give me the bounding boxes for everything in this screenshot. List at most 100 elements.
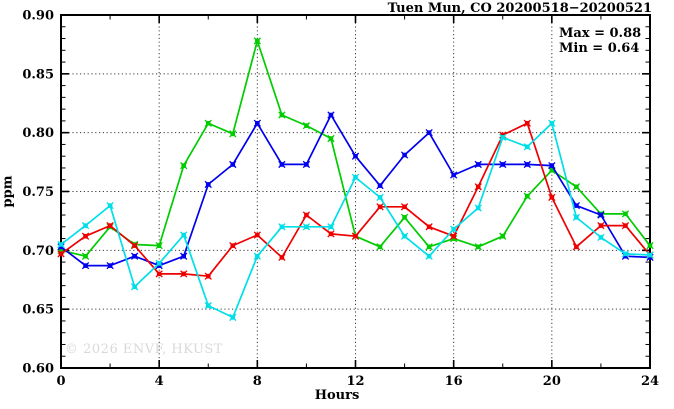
- y-tick-label: 0.90: [22, 9, 54, 24]
- series-blue-marker: [524, 162, 530, 167]
- series-cyan-marker: [426, 253, 432, 259]
- annotation-max: Max = 0.88: [559, 26, 642, 41]
- y-tick-label: 0.60: [22, 362, 54, 377]
- series-blue-marker: [377, 183, 383, 188]
- x-tick-label: 20: [543, 374, 561, 389]
- series-red-marker: [107, 223, 113, 228]
- series-blue-marker: [156, 263, 162, 268]
- series-cyan-marker: [156, 260, 162, 266]
- series-blue-marker: [279, 162, 285, 167]
- series-blue-marker: [58, 244, 64, 250]
- series-red-marker: [353, 233, 358, 239]
- series-red-marker: [402, 204, 407, 210]
- y-tick-label: 0.65: [22, 303, 54, 318]
- series-cyan-marker: [598, 235, 604, 240]
- series-cyan-marker: [549, 120, 555, 126]
- series-green-marker: [230, 131, 236, 137]
- series-green-marker: [181, 163, 187, 168]
- series-green-marker: [377, 244, 383, 250]
- series-red-marker: [623, 223, 628, 228]
- series-blue-marker: [598, 212, 604, 218]
- series-red-marker: [156, 271, 162, 277]
- x-tick-label: 12: [346, 374, 364, 389]
- series-green-marker: [426, 244, 432, 250]
- series-red-marker: [181, 271, 187, 277]
- series-blue-marker: [304, 162, 309, 167]
- y-tick-label: 0.85: [22, 67, 54, 82]
- series-red-marker: [132, 243, 137, 248]
- series-blue-marker: [500, 162, 506, 167]
- series-red-marker: [451, 233, 456, 239]
- series-red-marker: [304, 212, 309, 218]
- series-red-marker: [279, 255, 285, 260]
- series-cyan-marker: [500, 135, 506, 140]
- x-tick-label: 0: [56, 374, 65, 389]
- series-blue-marker: [328, 112, 334, 118]
- series-blue-marker: [181, 253, 187, 259]
- series-blue-marker: [451, 172, 456, 178]
- series-cyan-marker: [230, 315, 236, 320]
- series-cyan-marker: [255, 253, 260, 259]
- series-cyan-marker: [524, 144, 530, 150]
- series-red-line: [60, 122, 651, 278]
- x-tick-label: 24: [641, 374, 659, 389]
- series-cyan-marker: [353, 175, 358, 180]
- series-blue-marker: [205, 182, 211, 187]
- series-cyan-marker: [451, 226, 456, 232]
- y-axis-label: ppm: [0, 175, 16, 208]
- series-blue-marker: [107, 263, 113, 268]
- series-red-marker: [574, 244, 579, 250]
- x-tick-label: 4: [155, 374, 164, 389]
- series-blue-marker: [402, 152, 407, 158]
- series-green-marker: [500, 233, 506, 239]
- y-tick-label: 0.75: [22, 185, 54, 200]
- series-cyan-marker: [574, 215, 579, 220]
- series-blue-marker: [549, 163, 555, 168]
- series-cyan-marker: [107, 203, 113, 208]
- series-green-marker: [623, 211, 628, 217]
- series-blue-marker: [353, 153, 358, 159]
- axis-box: [60, 14, 651, 369]
- series-cyan-marker: [181, 232, 187, 238]
- series-cyan-marker: [205, 303, 211, 308]
- series-red-marker: [83, 233, 88, 239]
- watermark: © 2026 ENVF, HKUST: [65, 342, 223, 357]
- series-red-marker: [500, 132, 506, 138]
- series-cyan-marker: [58, 242, 64, 247]
- series-blue-marker: [623, 253, 628, 259]
- series-green-marker: [451, 236, 456, 241]
- x-tick-label: 8: [253, 374, 262, 389]
- series-blue-marker: [255, 120, 260, 126]
- series-green-marker: [402, 215, 407, 220]
- series-red-marker: [377, 204, 383, 210]
- series-cyan-marker: [132, 284, 137, 290]
- series-blue-marker: [132, 253, 137, 259]
- max-min-annotation: Max = 0.88 Min = 0.64: [559, 26, 641, 56]
- series-green-marker: [524, 193, 530, 199]
- x-axis-label: Hours: [314, 388, 360, 403]
- series-red-marker: [598, 223, 604, 228]
- series-blue-marker: [574, 203, 579, 208]
- series-cyan-marker: [279, 224, 285, 230]
- series-blue-marker: [83, 263, 88, 268]
- series-green-marker: [574, 184, 579, 190]
- series-blue-marker: [475, 162, 481, 167]
- y-tick-label: 0.70: [22, 244, 54, 259]
- series-red-marker: [205, 273, 211, 279]
- series-cyan-marker: [377, 195, 383, 200]
- series-green-marker: [328, 136, 334, 141]
- series-green-marker: [304, 123, 309, 128]
- chart-title: Tuen Mun, CO 20200518−20200521: [387, 1, 652, 16]
- series-cyan-marker: [475, 205, 481, 211]
- series-green-marker: [475, 244, 481, 250]
- series-green-marker: [83, 253, 88, 259]
- annotation-min: Min = 0.64: [559, 41, 640, 56]
- series-green-marker: [255, 38, 260, 44]
- series-cyan-marker: [83, 223, 88, 228]
- series-green-marker: [205, 120, 211, 126]
- series-red-marker: [549, 195, 555, 200]
- series-cyan-marker: [328, 224, 334, 230]
- series-blue-marker: [426, 130, 432, 135]
